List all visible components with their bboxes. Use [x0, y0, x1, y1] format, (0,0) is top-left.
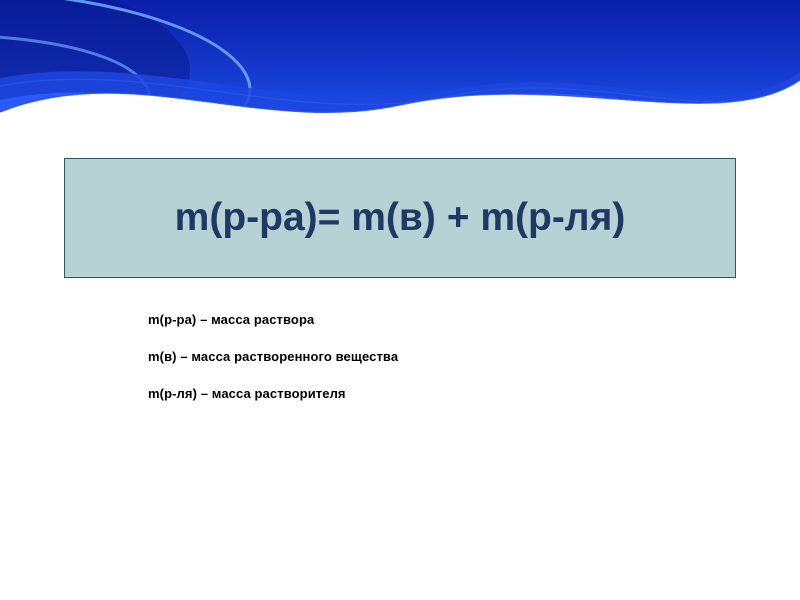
- formula-text: m(р-ра)= m(в) + m(р-ля): [175, 194, 626, 243]
- definition-line-3: m(р-ля) – масса растворителя: [148, 386, 668, 401]
- banner-svg: [0, 0, 800, 132]
- definitions: m(р-ра) – масса раствора m(в) – масса ра…: [148, 312, 668, 423]
- formula-box: m(р-ра)= m(в) + m(р-ля): [64, 158, 736, 278]
- definition-line-1: m(р-ра) – масса раствора: [148, 312, 668, 327]
- banner: [0, 0, 800, 132]
- slide: m(р-ра)= m(в) + m(р-ля) m(р-ра) – масса …: [0, 0, 800, 600]
- definition-line-2: m(в) – масса растворенного вещества: [148, 349, 668, 364]
